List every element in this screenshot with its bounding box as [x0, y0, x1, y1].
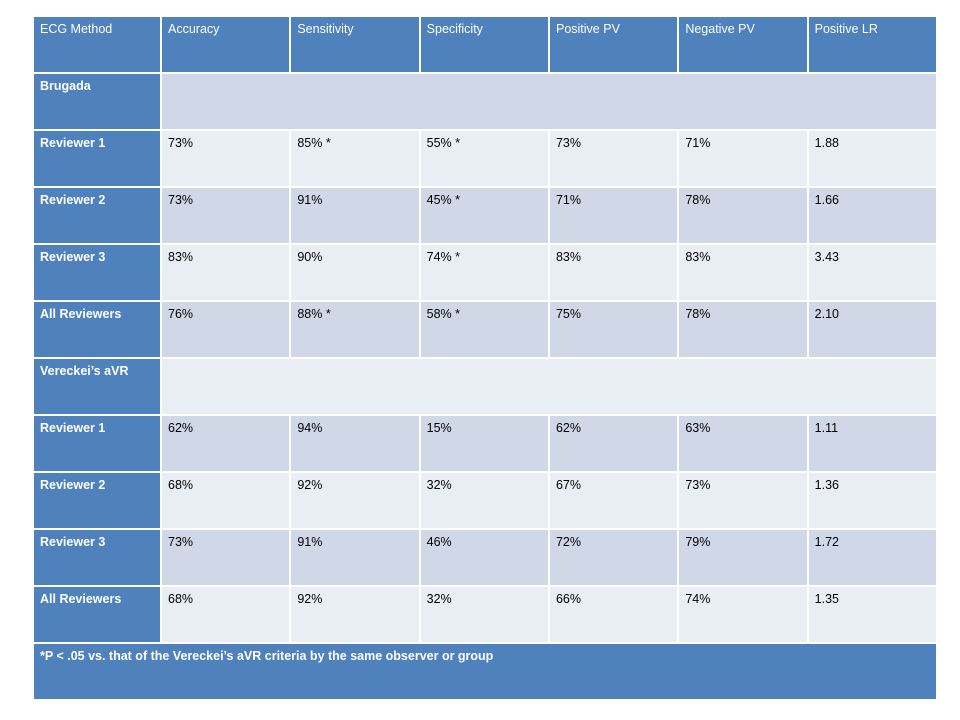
cell-positive-pv: 83%	[547, 243, 680, 302]
cell-positive-pv: 72%	[547, 528, 680, 587]
header-positive-lr: Positive LR	[806, 15, 938, 74]
cell-positive-lr: 1.11	[806, 414, 938, 473]
table-row: Reviewer 2 68% 92% 32% 67% 73% 1.36	[32, 471, 938, 530]
footnote-row: *P < .05 vs. that of the Vereckei’s aVR …	[32, 642, 938, 701]
cell-specificity: 55% *	[418, 129, 550, 188]
cell-accuracy: 73%	[159, 186, 292, 245]
header-row: ECG Method Accuracy Sensitivity Specific…	[32, 15, 938, 74]
table-row: All Reviewers 76% 88% * 58% * 75% 78% 2.…	[32, 300, 938, 359]
cell-negative-pv: 71%	[677, 129, 809, 188]
cell-sensitivity: 92%	[289, 585, 421, 644]
cell-positive-lr: 2.10	[806, 300, 938, 359]
header-negative-pv: Negative PV	[677, 15, 809, 74]
header-positive-pv: Positive PV	[547, 15, 680, 74]
cell-negative-pv: 79%	[677, 528, 809, 587]
row-label: Reviewer 3	[32, 528, 162, 587]
row-label: All Reviewers	[32, 585, 162, 644]
section-fill	[160, 357, 938, 416]
section-row-brugada: Brugada	[32, 72, 938, 131]
cell-sensitivity: 85% *	[289, 129, 421, 188]
table-row: Reviewer 1 73% 85% * 55% * 73% 71% 1.88	[32, 129, 938, 188]
row-label: Reviewer 1	[32, 129, 162, 188]
row-label: Reviewer 3	[32, 243, 162, 302]
cell-positive-lr: 1.88	[806, 129, 938, 188]
cell-specificity: 32%	[418, 471, 550, 530]
cell-specificity: 58% *	[418, 300, 550, 359]
cell-accuracy: 76%	[159, 300, 292, 359]
table-header: ECG Method Accuracy Sensitivity Specific…	[32, 15, 938, 74]
cell-negative-pv: 78%	[677, 300, 809, 359]
cell-positive-pv: 73%	[547, 129, 680, 188]
cell-positive-lr: 1.66	[806, 186, 938, 245]
row-label: Reviewer 2	[32, 471, 162, 530]
cell-positive-pv: 67%	[547, 471, 680, 530]
cell-positive-pv: 71%	[547, 186, 680, 245]
cell-accuracy: 62%	[159, 414, 292, 473]
cell-sensitivity: 88% *	[289, 300, 421, 359]
cell-positive-pv: 62%	[547, 414, 680, 473]
cell-positive-pv: 75%	[547, 300, 680, 359]
table-row: All Reviewers 68% 92% 32% 66% 74% 1.35	[32, 585, 938, 644]
cell-positive-pv: 66%	[547, 585, 680, 644]
table-row: Reviewer 1 62% 94% 15% 62% 63% 1.11	[32, 414, 938, 473]
table-row: Reviewer 3 83% 90% 74% * 83% 83% 3.43	[32, 243, 938, 302]
row-label: All Reviewers	[32, 300, 162, 359]
table-row: Reviewer 3 73% 91% 46% 72% 79% 1.72	[32, 528, 938, 587]
cell-negative-pv: 83%	[677, 243, 809, 302]
row-label: Reviewer 2	[32, 186, 162, 245]
footnote: *P < .05 vs. that of the Vereckei’s aVR …	[32, 642, 938, 701]
cell-accuracy: 73%	[159, 528, 292, 587]
section-row-vereckei-avr: Vereckei’s aVR	[32, 357, 938, 416]
header-ecg-method: ECG Method	[32, 15, 162, 74]
cell-negative-pv: 63%	[677, 414, 809, 473]
cell-specificity: 45% *	[418, 186, 550, 245]
cell-positive-lr: 1.72	[806, 528, 938, 587]
cell-positive-lr: 1.36	[806, 471, 938, 530]
cell-negative-pv: 73%	[677, 471, 809, 530]
cell-positive-lr: 3.43	[806, 243, 938, 302]
cell-specificity: 15%	[418, 414, 550, 473]
cell-specificity: 32%	[418, 585, 550, 644]
cell-accuracy: 73%	[159, 129, 292, 188]
table-row: Reviewer 2 73% 91% 45% * 71% 78% 1.66	[32, 186, 938, 245]
header-sensitivity: Sensitivity	[289, 15, 421, 74]
cell-sensitivity: 94%	[289, 414, 421, 473]
section-title-brugada: Brugada	[32, 72, 162, 131]
cell-specificity: 74% *	[418, 243, 550, 302]
cell-accuracy: 68%	[159, 585, 292, 644]
cell-negative-pv: 74%	[677, 585, 809, 644]
table-body: Brugada Reviewer 1 73% 85% * 55% * 73% 7…	[32, 72, 938, 701]
section-fill	[160, 72, 938, 131]
cell-accuracy: 83%	[159, 243, 292, 302]
cell-sensitivity: 91%	[289, 186, 421, 245]
results-table: ECG Method Accuracy Sensitivity Specific…	[32, 15, 938, 701]
cell-sensitivity: 90%	[289, 243, 421, 302]
section-title-vereckei-avr: Vereckei’s aVR	[32, 357, 162, 416]
cell-sensitivity: 91%	[289, 528, 421, 587]
row-label: Reviewer 1	[32, 414, 162, 473]
cell-accuracy: 68%	[159, 471, 292, 530]
cell-specificity: 46%	[418, 528, 550, 587]
header-accuracy: Accuracy	[159, 15, 292, 74]
cell-sensitivity: 92%	[289, 471, 421, 530]
cell-negative-pv: 78%	[677, 186, 809, 245]
header-specificity: Specificity	[418, 15, 550, 74]
cell-positive-lr: 1.35	[806, 585, 938, 644]
